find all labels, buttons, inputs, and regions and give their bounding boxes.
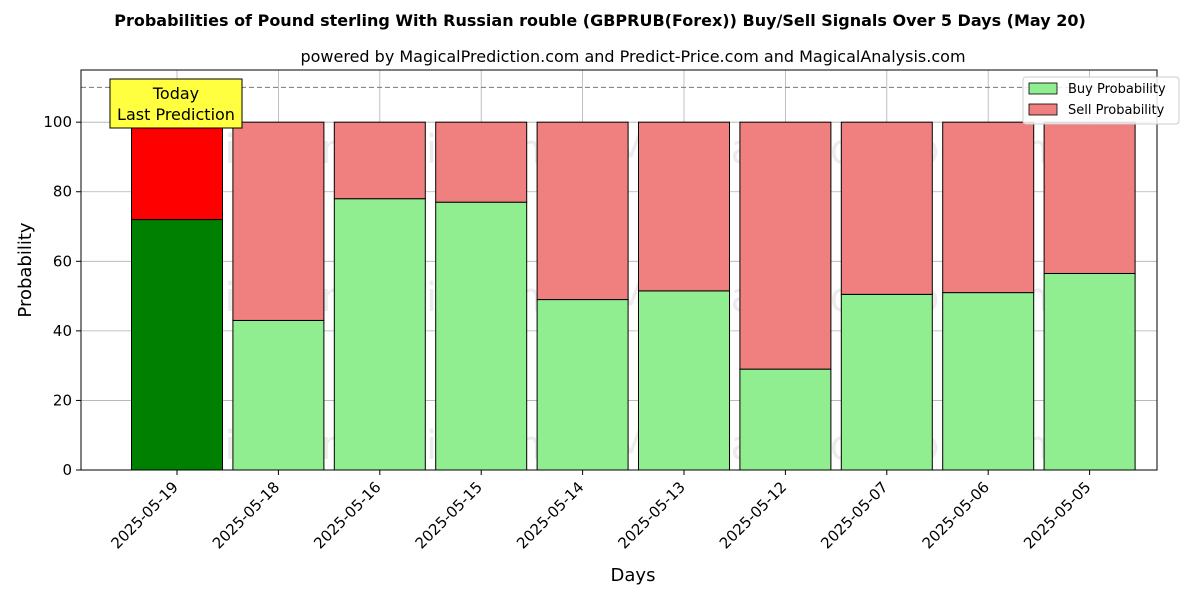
bar-sell <box>536 121 629 301</box>
x-axis-label: Days <box>611 565 656 586</box>
y-tick-label: 20 <box>53 391 72 409</box>
y-axis-label: Probability <box>15 222 36 317</box>
x-tick-label: 2025-05-16 <box>310 478 384 552</box>
legend: Buy Probability Sell Probability <box>1022 76 1180 125</box>
bar-buy <box>435 201 528 471</box>
x-tick-label: 2025-05-12 <box>716 478 790 552</box>
bar-buy <box>536 299 629 471</box>
y-tick-label: 80 <box>53 183 72 201</box>
bar-sell <box>333 121 426 200</box>
today-annotation: Today Last Prediction <box>109 78 243 129</box>
bars <box>131 121 1136 471</box>
x-tick-label: 2025-05-05 <box>1020 478 1094 552</box>
annotation-line-1: Today <box>152 84 199 103</box>
x-tick-label: 2025-05-06 <box>919 478 993 552</box>
legend-label-sell: Sell Probability <box>1068 103 1165 118</box>
x-axis: 2025-05-19 2025-05-18 2025-05-16 2025-05-15… <box>107 470 1094 552</box>
legend-frame <box>1022 76 1180 125</box>
y-tick-label: 0 <box>62 461 72 479</box>
y-tick-label: 40 <box>53 322 72 340</box>
x-tick-label: 2025-05-13 <box>614 478 688 552</box>
bar-buy <box>840 293 933 471</box>
y-tick-label: 60 <box>53 252 72 270</box>
annotation-box <box>109 78 243 129</box>
legend-label-buy: Buy Probability <box>1068 82 1166 97</box>
bar-buy <box>638 290 730 471</box>
bar-sell <box>435 121 528 203</box>
bar-sell <box>232 121 325 321</box>
bar-buy <box>333 198 426 471</box>
x-tick-label: 2025-05-14 <box>513 478 587 552</box>
chart-subtitle: powered by MagicalPrediction.com and Pre… <box>300 47 965 66</box>
y-tick-label: 100 <box>43 113 72 131</box>
bar-buy <box>131 219 223 471</box>
bar-sell <box>739 121 832 370</box>
bar-buy <box>1043 272 1136 471</box>
bar-sell <box>638 121 730 292</box>
x-tick-label: 2025-05-19 <box>107 478 181 552</box>
annotation-line-2: Last Prediction <box>117 105 235 124</box>
legend-swatch-buy <box>1028 82 1058 95</box>
bar-buy <box>739 368 832 471</box>
x-tick-label: 2025-05-15 <box>412 478 486 552</box>
bar-buy <box>232 319 325 471</box>
legend-swatch-sell <box>1028 103 1058 116</box>
bar-sell <box>1043 121 1136 274</box>
bar-buy <box>942 292 1035 471</box>
plot-frame <box>80 69 1158 471</box>
bar-sell <box>840 121 933 295</box>
x-tick-label: 2025-05-07 <box>817 478 891 552</box>
bar-sell <box>131 121 223 221</box>
x-tick-label: 2025-05-18 <box>209 478 283 552</box>
chart-title: Probabilities of Pound sterling With Rus… <box>114 11 1086 30</box>
y-axis: 0 20 40 60 80 100 <box>43 113 81 479</box>
bar-sell <box>942 121 1035 294</box>
